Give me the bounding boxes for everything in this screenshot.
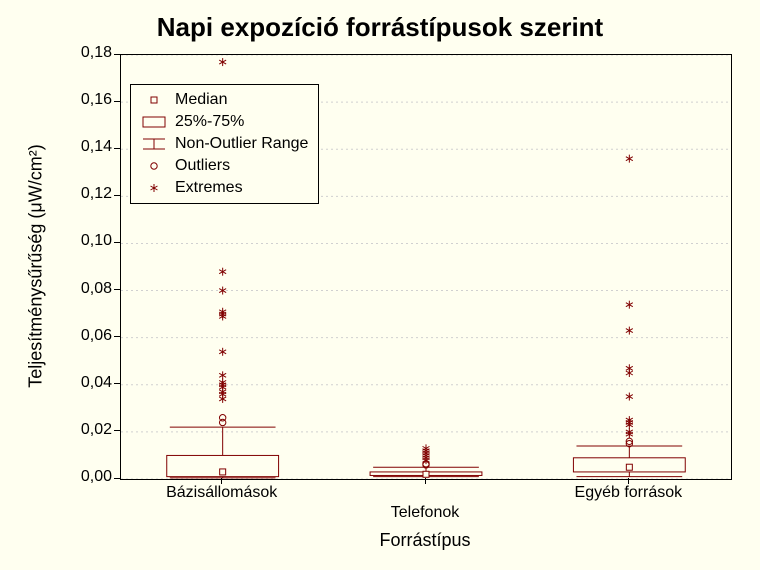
legend-symbol-whisker [137, 134, 171, 154]
legend-item-box: 25%-75% [137, 111, 308, 133]
x-tick-label: Telefonok [335, 504, 515, 522]
legend-label: Median [175, 91, 227, 109]
y-tick-label: 0,02 [68, 421, 112, 439]
x-axis-label: Forrástípus [120, 530, 730, 551]
legend-label: 25%-75% [175, 113, 244, 131]
legend-item-extreme: Extremes [137, 177, 308, 199]
chart-title: Napi expozíció forrástípusok szerint [0, 12, 760, 43]
y-tick-label: 0,14 [68, 138, 112, 156]
legend-label: Non-Outlier Range [175, 135, 308, 153]
legend-symbol-median [137, 90, 171, 110]
x-tick-label: Egyéb források [538, 484, 718, 502]
y-tick-label: 0,18 [68, 44, 112, 62]
y-axis-label: Teljesítménysűrűség (μW/cm²) [26, 144, 47, 387]
y-tick-label: 0,06 [68, 327, 112, 345]
legend: Median 25%-75% Non-Outlier Range Outliers Ex… [130, 84, 319, 204]
y-tick-label: 0,12 [68, 185, 112, 203]
chart-container: Napi expozíció forrástípusok szerint Tel… [0, 0, 760, 570]
x-tick-label: Bázisállomások [132, 484, 312, 502]
y-tick-label: 0,10 [68, 232, 112, 250]
legend-item-whisker: Non-Outlier Range [137, 133, 308, 155]
legend-symbol-box [137, 112, 171, 132]
y-tick-label: 0,04 [68, 374, 112, 392]
legend-label: Extremes [175, 179, 243, 197]
legend-symbol-extreme [137, 178, 171, 198]
legend-item-median: Median [137, 89, 308, 111]
y-tick-label: 0,16 [68, 91, 112, 109]
legend-symbol-outlier [137, 156, 171, 176]
y-tick-label: 0,00 [68, 468, 112, 486]
legend-label: Outliers [175, 157, 230, 175]
y-tick-label: 0,08 [68, 280, 112, 298]
legend-item-outlier: Outliers [137, 155, 308, 177]
